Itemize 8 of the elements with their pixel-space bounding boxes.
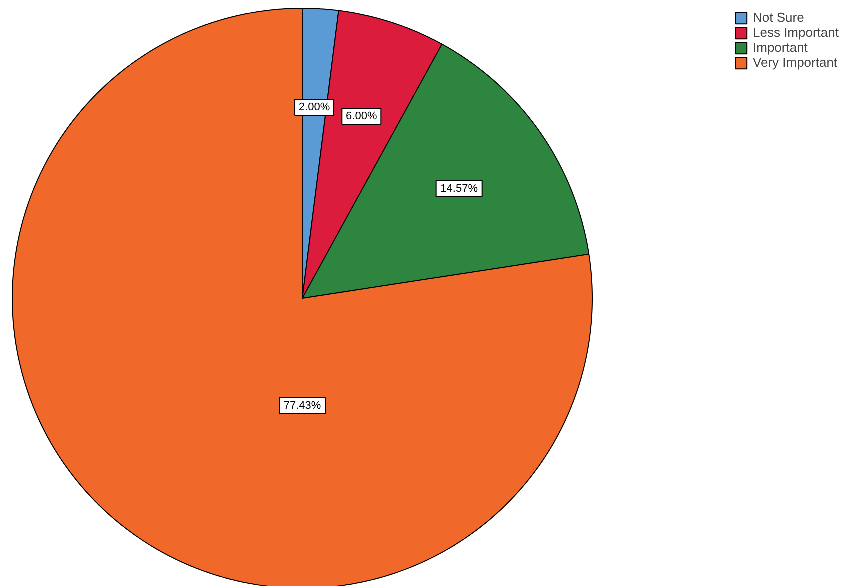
- data-label: 2.00%: [298, 101, 330, 114]
- legend-label: Not Sure: [753, 10, 804, 25]
- data-label: 6.00%: [346, 110, 378, 122]
- data-label: 14.57%: [440, 182, 478, 195]
- data-label: 77.43%: [284, 400, 322, 412]
- legend-label: Important: [753, 40, 808, 55]
- legend-label: Very Important: [753, 55, 838, 70]
- legend-label: Less Important: [753, 25, 839, 40]
